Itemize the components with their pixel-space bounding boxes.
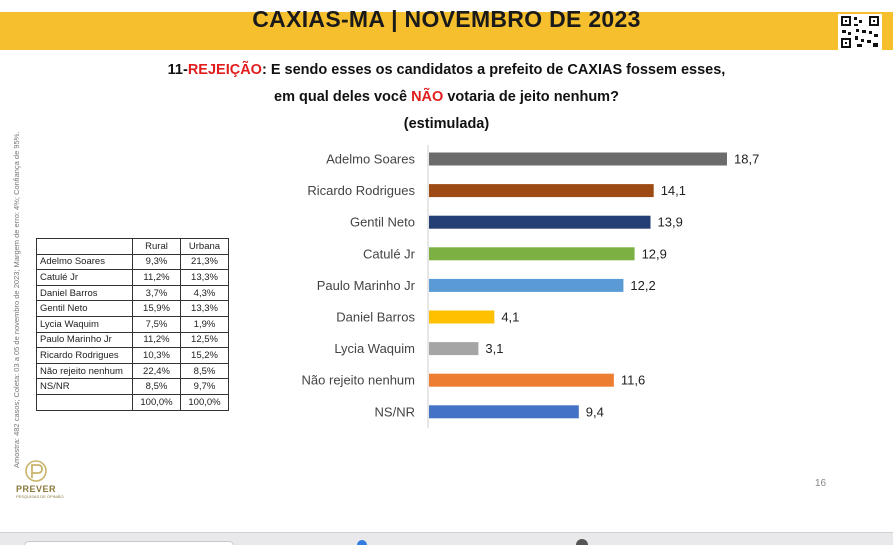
category-label: Não rejeito nenhum — [302, 373, 415, 388]
question-keyword: REJEIÇÃO — [187, 62, 262, 78]
chart-bars: Adelmo Soares 18,7 Ricardo Rodrigues 14,1 Ge… — [302, 152, 760, 420]
bar — [429, 184, 654, 198]
value-label: 18,7 — [734, 152, 759, 167]
bar — [429, 215, 651, 229]
value-label: 4,1 — [501, 310, 519, 325]
question-emphasis: NÃO — [411, 89, 444, 105]
table-row: Lycia Waquim 7,5% 1,9% — [36, 315, 229, 333]
prever-logo-icon — [25, 460, 47, 482]
logo-name: PREVER — [16, 484, 57, 494]
page-title: CAXIAS-MA | NOVEMBRO DE 2023 — [252, 6, 641, 32]
question-text-1: : E sendo esses os candidatos a prefeito… — [261, 62, 726, 78]
table-total-row: 100,0% 100,0% — [36, 393, 229, 411]
question-line-1: 11-REJEIÇÃO: E sendo esses os candidatos… — [0, 62, 893, 78]
question-text-2b: votaria de jeito nenhum? — [443, 89, 619, 105]
table-cell: 100,0% — [180, 393, 229, 411]
question-text-2a: em qual deles você — [274, 89, 412, 105]
bar — [429, 278, 624, 292]
table-header-row: Rural Urbana — [36, 238, 229, 255]
bar — [429, 342, 479, 356]
bar — [429, 152, 727, 166]
category-label: Adelmo Soares — [326, 152, 415, 167]
value-label: 11,6 — [621, 373, 645, 388]
taskbar-app-icon[interactable] — [357, 540, 367, 545]
value-label: 13,9 — [658, 215, 683, 230]
category-label: Daniel Barros — [336, 310, 415, 325]
table-row: Ricardo Rodrigues 10,3% 15,2% — [36, 347, 229, 364]
value-label: 12,2 — [630, 278, 655, 293]
table-row: Adelmo Soares 9,3% 21,3% — [36, 253, 229, 271]
category-label: NS/NR — [375, 404, 415, 419]
page-number: 16 — [815, 478, 827, 489]
table-row: Daniel Barros 3,7% 4,3% — [36, 284, 229, 302]
question-subtitle: (estimulada) — [403, 116, 490, 132]
title-banner — [0, 12, 893, 50]
table-row: Catulé Jr 11,2% 13,3% — [36, 269, 229, 286]
value-label: 3,1 — [485, 341, 503, 356]
category-label: Paulo Marinho Jr — [317, 278, 416, 293]
bar — [429, 310, 495, 324]
table-cell: 1,9% — [180, 315, 229, 333]
question-line-2: em qual deles você NÃO votaria de jeito … — [0, 89, 893, 105]
logo-tagline: PESQUISAS DE OPINIÃO — [16, 494, 64, 499]
table-row: Gentil Neto 15,9% 13,3% — [36, 300, 229, 317]
taskbar-search-box[interactable] — [24, 541, 234, 545]
category-label: Ricardo Rodrigues — [307, 183, 415, 198]
category-label: Gentil Neto — [350, 215, 415, 230]
bar — [429, 373, 614, 387]
value-label: 9,4 — [586, 404, 604, 419]
taskbar-avatar-icon[interactable] — [576, 539, 588, 545]
bar — [429, 405, 579, 419]
category-label: Lycia Waquim — [334, 341, 415, 356]
bar — [429, 247, 635, 261]
rural-urban-table: Rural Urbana Adelmo Soares 9,3% 21,3% Catu… — [36, 238, 229, 411]
table-row: NS/NR 8,5% 9,7% — [36, 378, 229, 395]
qr-code-icon — [838, 14, 882, 50]
value-label: 14,1 — [661, 183, 686, 198]
value-label: 12,9 — [642, 246, 667, 261]
category-label: Catulé Jr — [363, 246, 416, 261]
question-number: 11- — [167, 62, 188, 78]
